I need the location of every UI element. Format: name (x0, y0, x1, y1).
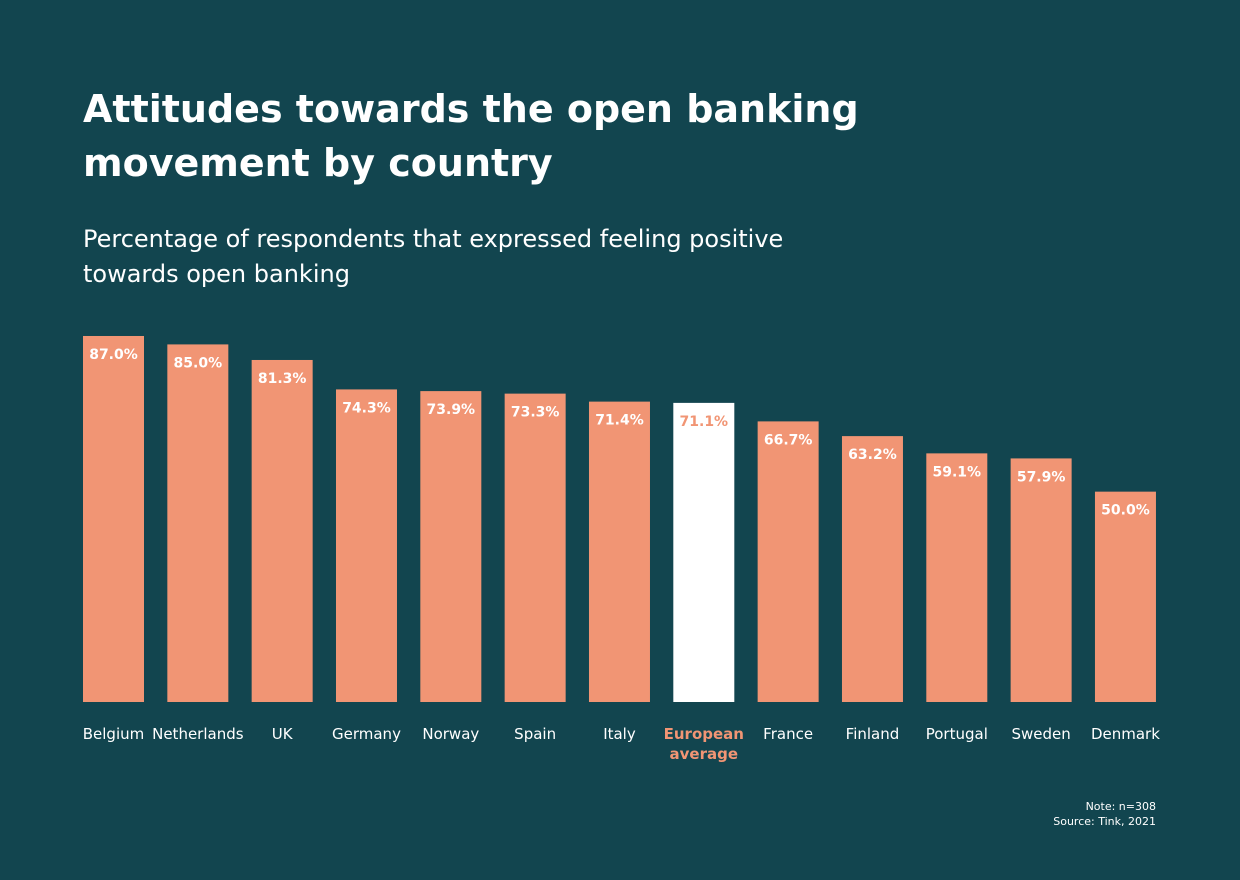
value-label: 71.4% (595, 413, 644, 429)
x-tick-label: Netherlands (152, 725, 244, 743)
source: Source: Tink, 2021 (1053, 815, 1156, 828)
chart-title: Attitudes towards the open banking movem… (83, 87, 859, 185)
bar (926, 453, 988, 702)
value-label: 73.3% (511, 405, 560, 421)
chart-subtitle: Percentage of respondents that expressed… (83, 225, 784, 288)
x-tick-label: Portugal (925, 725, 988, 743)
x-tick-label: Spain (514, 725, 557, 743)
bar (841, 436, 903, 702)
value-label: 87.0% (89, 347, 138, 363)
note: Note: n=308 (1085, 800, 1156, 813)
bar (588, 401, 650, 702)
bar (1094, 491, 1156, 702)
x-tick-label: UK (271, 725, 293, 743)
x-tick-label: France (763, 725, 814, 743)
value-label: 57.9% (1017, 469, 1066, 485)
value-label: 63.2% (848, 447, 897, 463)
bar (420, 391, 482, 702)
bar (335, 389, 397, 702)
value-label: 66.7% (764, 432, 813, 448)
bar (757, 421, 819, 702)
bar (251, 359, 313, 702)
bar (83, 335, 144, 702)
x-tick-label: Sweden (1011, 725, 1071, 743)
value-label: 71.1% (680, 414, 729, 430)
value-label: 59.1% (933, 464, 982, 480)
x-tick-label: Finland (845, 725, 900, 743)
x-tick-label: Norway (422, 725, 480, 743)
x-tick-label: Belgium (82, 725, 145, 743)
x-tick-label: European average (663, 725, 744, 763)
bar (1010, 458, 1072, 702)
value-label: 81.3% (258, 371, 307, 387)
x-tick-label: Germany (332, 725, 401, 743)
value-label: 50.0% (1101, 503, 1150, 519)
bar (673, 402, 735, 702)
x-tick-label: Italy (603, 725, 636, 743)
value-label: 73.9% (427, 402, 476, 418)
x-tick-label: Denmark (1090, 725, 1160, 743)
value-label: 85.0% (174, 355, 223, 371)
value-label: 74.3% (342, 400, 391, 416)
bar (504, 393, 566, 702)
bar (167, 344, 229, 702)
